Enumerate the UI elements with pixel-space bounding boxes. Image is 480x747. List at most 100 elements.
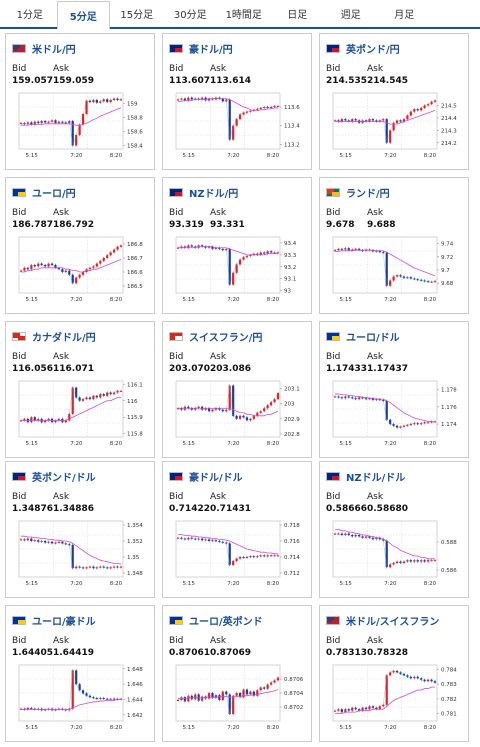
card-title[interactable]: カナダドル/円 [12, 329, 96, 344]
pair-name[interactable]: NZドル/円 [189, 188, 239, 200]
card-title[interactable]: NZドル/円 [169, 185, 239, 200]
candle [340, 119, 343, 122]
candle [218, 541, 221, 542]
price-chart[interactable]: 1.648 1.646 1.644 1.642 5:15 7:20 8:20 [11, 661, 149, 738]
price-chart[interactable]: 0.588 0.586 5:15 7:20 8:20 [325, 517, 463, 594]
rate-card[interactable]: 米ドル/円 Bid Ask 159.057 159.059 159 158.8 158.6 15… [5, 33, 155, 170]
price-chart[interactable]: 203.1 203 202.9 202.8 5:15 7:20 8:20 [168, 377, 306, 454]
rate-card[interactable]: ユーロ/円 Bid Ask 186.787 186.792 186.8 186.7 186.6… [5, 177, 155, 314]
tab-timeframe-5[interactable]: 1時間足 [225, 10, 262, 21]
pair-name[interactable]: ユーロ/円 [32, 188, 76, 200]
candle [402, 673, 406, 676]
rate-card[interactable]: NZドル/円 Bid Ask 93.319 93.331 93.4 93.3 93.2 93.1… [162, 177, 312, 314]
card-title[interactable]: 豪ドル/ドル [169, 469, 243, 484]
candle [245, 417, 249, 421]
timeframe-tabs: 1分足 5分足 15分足 30分足 1時間足 日足 週足 月足 [0, 0, 480, 29]
y-tick-label: 1.35 [127, 555, 140, 561]
pair-name[interactable]: 米ドル/円 [32, 44, 76, 56]
rate-card[interactable]: ユーロ/ドル Bid Ask 1.17433 1.17437 1.178 1.176 1.17… [319, 321, 469, 458]
candle [263, 687, 266, 689]
y-tick-label: 93 [284, 289, 291, 295]
card-title[interactable]: ユーロ/円 [12, 185, 76, 200]
tab-timeframe-1[interactable]: 1分足 [16, 10, 43, 21]
price-chart[interactable]: 0.8706 0.8704 0.8702 5:15 7:20 8:20 [168, 661, 306, 738]
candle [245, 557, 249, 558]
candle [392, 122, 395, 131]
eu-flag-icon [169, 615, 183, 625]
card-title[interactable]: ユーロ/英ポンド [169, 613, 263, 628]
rate-card[interactable]: カナダドル/円 Bid Ask 116.056 116.071 116.1 116 115.9… [5, 321, 155, 458]
pair-name[interactable]: NZドル/ドル [346, 472, 406, 484]
candle [385, 400, 388, 420]
pair-name[interactable]: スイスフラン/円 [189, 332, 263, 344]
rate-card[interactable]: 英ポンド/ドル Bid Ask 1.34876 1.34886 1.354 1.352 1.3… [5, 461, 155, 598]
card-title[interactable]: 豪ドル/円 [169, 41, 233, 56]
pair-name[interactable]: 豪ドル/円 [189, 44, 233, 56]
rate-card[interactable]: 米ドル/スイスフラン Bid Ask 0.78313 0.78328 0.784 0.783… [319, 605, 469, 742]
price-chart[interactable]: 0.784 0.783 0.782 0.781 5:15 7:20 8:20 [325, 661, 463, 738]
tab-timeframe-3[interactable]: 15分足 [120, 10, 154, 21]
card-title[interactable]: ユーロ/ドル [326, 329, 400, 344]
rate-card[interactable]: 豪ドル/円 Bid Ask 113.607 113.614 113.6 113.4 113.2… [162, 33, 312, 170]
tab-timeframe-2[interactable]: 5分足 [56, 1, 110, 29]
price-chart[interactable]: 159 158.8 158.6 158.4 5:15 7:20 8:20 [11, 89, 149, 166]
pair-name[interactable]: ユーロ/ドル [346, 332, 400, 344]
price-chart[interactable]: 186.8 186.7 186.6 186.5 5:15 7:20 8:20 [11, 233, 149, 310]
price-chart[interactable]: 93.4 93.3 93.2 93.1 93 5:15 7:20 8:20 [168, 233, 306, 310]
price-chart[interactable]: 116.1 116 115.9 115.8 5:15 7:20 8:20 [11, 377, 149, 454]
rate-card[interactable]: 豪ドル/ドル Bid Ask 0.71422 0.71431 0.718 0.716 0.71… [162, 461, 312, 598]
y-tick-label: 0.8702 [284, 705, 303, 711]
pair-name[interactable]: 英ポンド/ドル [32, 472, 96, 484]
rate-card[interactable]: NZドル/ドル Bid Ask 0.58666 0.58680 0.588 0.586 5:1… [319, 461, 469, 598]
pair-name[interactable]: 米ドル/スイスフラン [346, 616, 440, 628]
candle [270, 251, 273, 253]
card-title[interactable]: ランド/円 [326, 185, 390, 200]
card-title[interactable]: NZドル/ドル [326, 469, 406, 484]
tab-timeframe-4[interactable]: 30分足 [173, 10, 207, 21]
candle [88, 100, 92, 103]
candle [276, 555, 280, 557]
rate-card[interactable]: 英ポンド/円 Bid Ask 214.535 214.545 214.5 214.4 214.… [319, 33, 469, 170]
candle [368, 706, 371, 710]
candle [99, 101, 102, 103]
pair-name[interactable]: 英ポンド/円 [346, 44, 400, 56]
price-chart[interactable]: 113.6 113.4 113.2 5:15 7:20 8:20 [168, 89, 306, 166]
candle [406, 277, 409, 279]
pair-name[interactable]: ランド/円 [346, 188, 390, 200]
candle [57, 121, 61, 124]
price-chart[interactable]: 9.74 9.72 9.7 9.68 5:15 7:20 8:20 [325, 233, 463, 310]
candle [259, 252, 262, 255]
card-title[interactable]: 英ポンド/円 [326, 41, 400, 56]
card-title[interactable]: スイスフラン/円 [169, 329, 263, 344]
price-chart[interactable]: 0.718 0.716 0.714 0.712 5:15 7:20 8:20 [168, 517, 306, 594]
price-chart[interactable]: 214.5 214.4 214.3 214.2 5:15 7:20 8:20 [325, 89, 463, 166]
pair-name[interactable]: カナダドル/円 [32, 332, 96, 344]
candle [340, 397, 343, 399]
card-title[interactable]: ユーロ/豪ドル [12, 613, 96, 628]
rate-card[interactable]: スイスフラン/円 Bid Ask 203.070 203.086 203.1 203 202.… [162, 321, 312, 458]
card-title[interactable]: 米ドル/スイスフラン [326, 613, 440, 628]
tab-timeframe-7[interactable]: 週足 [340, 10, 361, 21]
pair-name[interactable]: ユーロ/豪ドル [32, 616, 96, 628]
card-title[interactable]: 英ポンド/ドル [12, 469, 96, 484]
y-tick-label: 1.176 [441, 405, 457, 411]
candle [413, 676, 416, 679]
candle [106, 567, 109, 569]
tab-timeframe-8[interactable]: 月足 [394, 10, 415, 21]
card-title[interactable]: 米ドル/円 [12, 41, 76, 56]
candle [194, 408, 197, 410]
pair-name[interactable]: 豪ドル/ドル [189, 472, 243, 484]
candle [368, 398, 371, 400]
candle [109, 100, 112, 103]
ask-label: Ask [367, 64, 384, 74]
rate-card[interactable]: ユーロ/英ポンド Bid Ask 0.87061 0.87069 0.8706 0.8704… [162, 605, 312, 742]
bid-label: Bid [169, 352, 184, 362]
rate-card[interactable]: ユーロ/豪ドル Bid Ask 1.64405 1.64419 1.648 1.646 1.6… [5, 605, 155, 742]
candle [402, 119, 406, 122]
price-chart[interactable]: 1.178 1.176 1.174 5:15 7:20 8:20 [325, 377, 463, 454]
candle [382, 539, 385, 541]
tab-timeframe-6[interactable]: 日足 [287, 10, 308, 21]
pair-name[interactable]: ユーロ/英ポンド [189, 616, 263, 628]
rate-card[interactable]: ランド/円 Bid Ask 9.678 9.688 9.74 9.72 9.7 9.68 5:15… [319, 177, 469, 314]
price-chart[interactable]: 1.354 1.352 1.35 1.348 5:15 7:20 8:20 [11, 517, 149, 594]
